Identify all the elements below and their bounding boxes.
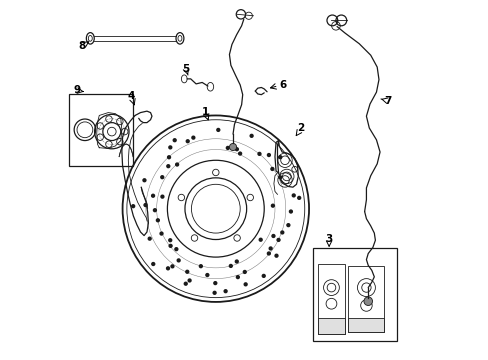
Circle shape [288, 210, 292, 214]
Bar [317, 264, 344, 334]
Circle shape [160, 194, 164, 199]
Circle shape [168, 238, 172, 242]
Circle shape [229, 143, 236, 150]
Circle shape [160, 175, 164, 179]
Circle shape [234, 147, 239, 151]
Circle shape [170, 264, 174, 269]
Circle shape [151, 194, 155, 198]
Circle shape [159, 231, 163, 236]
Circle shape [174, 247, 178, 251]
Circle shape [291, 193, 295, 198]
Text: 8: 8 [78, 41, 85, 50]
Circle shape [168, 244, 172, 248]
Circle shape [131, 204, 135, 208]
Circle shape [238, 152, 242, 156]
Circle shape [278, 155, 282, 159]
Circle shape [185, 270, 189, 274]
Circle shape [234, 259, 239, 264]
Circle shape [152, 208, 157, 212]
Circle shape [363, 297, 372, 306]
Circle shape [258, 238, 263, 242]
Circle shape [261, 274, 265, 278]
Text: 2: 2 [297, 123, 304, 133]
Circle shape [172, 138, 177, 142]
Circle shape [155, 218, 160, 222]
Circle shape [143, 203, 147, 207]
Text: 7: 7 [384, 96, 391, 106]
Circle shape [274, 253, 278, 258]
Circle shape [183, 282, 187, 286]
Circle shape [249, 134, 253, 138]
Text: 3: 3 [325, 234, 332, 244]
Text: 5: 5 [182, 64, 188, 74]
Circle shape [280, 230, 284, 235]
Circle shape [228, 264, 232, 268]
Circle shape [176, 258, 181, 262]
Circle shape [242, 270, 246, 274]
Circle shape [223, 289, 227, 293]
Circle shape [271, 234, 275, 238]
Circle shape [151, 262, 155, 266]
Circle shape [185, 139, 189, 143]
Bar [348, 266, 384, 332]
Circle shape [270, 203, 274, 208]
Circle shape [278, 175, 282, 179]
Circle shape [235, 275, 240, 279]
Circle shape [175, 162, 179, 167]
Text: 6: 6 [279, 80, 286, 90]
Circle shape [213, 281, 217, 285]
Bar [348, 318, 384, 332]
Bar [317, 318, 344, 334]
Bar [312, 248, 396, 341]
Circle shape [142, 178, 146, 183]
Circle shape [276, 238, 280, 242]
Circle shape [166, 155, 171, 159]
Circle shape [187, 278, 191, 283]
Circle shape [212, 291, 216, 295]
Circle shape [257, 152, 261, 156]
Circle shape [165, 266, 170, 270]
Circle shape [270, 167, 274, 171]
Circle shape [225, 146, 229, 150]
Circle shape [168, 145, 172, 149]
Circle shape [266, 251, 270, 256]
Circle shape [166, 164, 170, 168]
Circle shape [296, 196, 301, 200]
Text: 4: 4 [127, 91, 135, 101]
Circle shape [285, 223, 290, 227]
Circle shape [198, 264, 203, 268]
Circle shape [266, 153, 270, 157]
Circle shape [191, 135, 195, 140]
Circle shape [205, 273, 209, 277]
Circle shape [243, 282, 247, 287]
Bar [69, 94, 133, 166]
Circle shape [216, 128, 220, 132]
Text: 9: 9 [73, 85, 80, 95]
Circle shape [147, 237, 152, 241]
Text: 1: 1 [201, 107, 208, 117]
Circle shape [268, 246, 272, 251]
